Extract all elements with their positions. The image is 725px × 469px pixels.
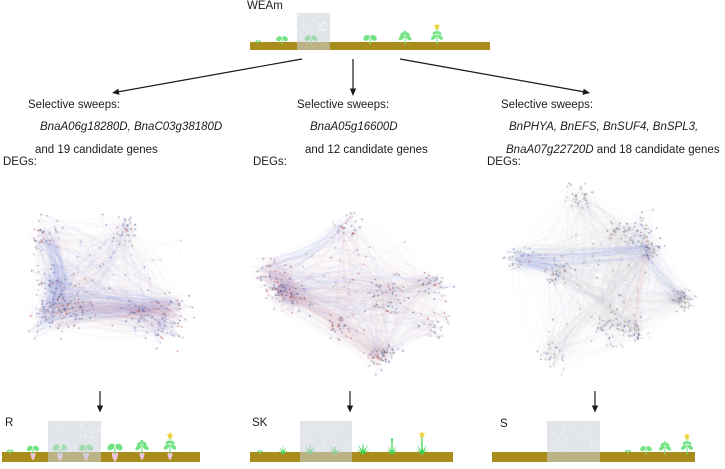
- gene-names-italic: BnaA05g16600D: [310, 121, 398, 133]
- sweep-genes-line: BnaA05g16600D: [310, 121, 398, 134]
- gene-names-italic: BnaA06g18280D, BnaC03g38180D: [40, 121, 223, 133]
- candidate-genes-line: and 19 candidate genes: [35, 144, 158, 157]
- degs-label: DEGs:: [3, 156, 37, 168]
- sweep-genes-line: BnaA06g18280D, BnaC03g38180D: [40, 121, 222, 134]
- population-label-weam: WEAm: [247, 0, 283, 12]
- bottom-plant-row-s: [492, 421, 695, 462]
- candidate-genes-line: and 12 candidate genes: [305, 144, 428, 157]
- down-arrow-r: [96, 391, 104, 413]
- ecotype-label-s: S: [500, 418, 508, 430]
- candidate-genes-text: and 19 candidate genes: [35, 144, 158, 156]
- deg-network-sk: [242, 172, 474, 384]
- branch-arrow-left: [112, 58, 303, 95]
- candidate-genes-line: BnaA07g22720D and 18 candidate genes: [506, 144, 720, 157]
- candidate-genes-text: and 12 candidate genes: [305, 144, 428, 156]
- selective-sweeps-heading: Selective sweeps:: [28, 99, 121, 111]
- degs-label: DEGs:: [253, 156, 287, 168]
- ecotype-label-sk: SK: [252, 417, 268, 429]
- sweep-genes-line: BnPHYA, BnEFS, BnSUF4, BnSPL3,: [509, 121, 698, 134]
- deg-network-s: [482, 172, 718, 388]
- selective-sweeps-heading: Selective sweeps:: [501, 99, 594, 111]
- selective-sweeps-heading: Selective sweeps:: [297, 99, 390, 111]
- ecotype-label-r: R: [5, 417, 14, 429]
- candidate-genes-text: and 18 candidate genes: [593, 144, 720, 156]
- branch-arrow-middle: [349, 59, 357, 96]
- gene-names-italic: BnPHYA, BnEFS, BnSUF4, BnSPL3,: [509, 121, 699, 133]
- deg-network-r: [2, 172, 230, 386]
- bottom-plant-row-r: [2, 421, 200, 462]
- down-arrow-sk: [346, 391, 354, 413]
- gene-names-italic: BnaA07g22720D: [506, 144, 594, 156]
- degs-label: DEGs:: [487, 156, 521, 168]
- bottom-plant-row-sk: [250, 421, 453, 462]
- branch-arrow-right: [399, 58, 590, 95]
- top-plant-row: [250, 13, 490, 50]
- down-arrow-s: [591, 391, 599, 413]
